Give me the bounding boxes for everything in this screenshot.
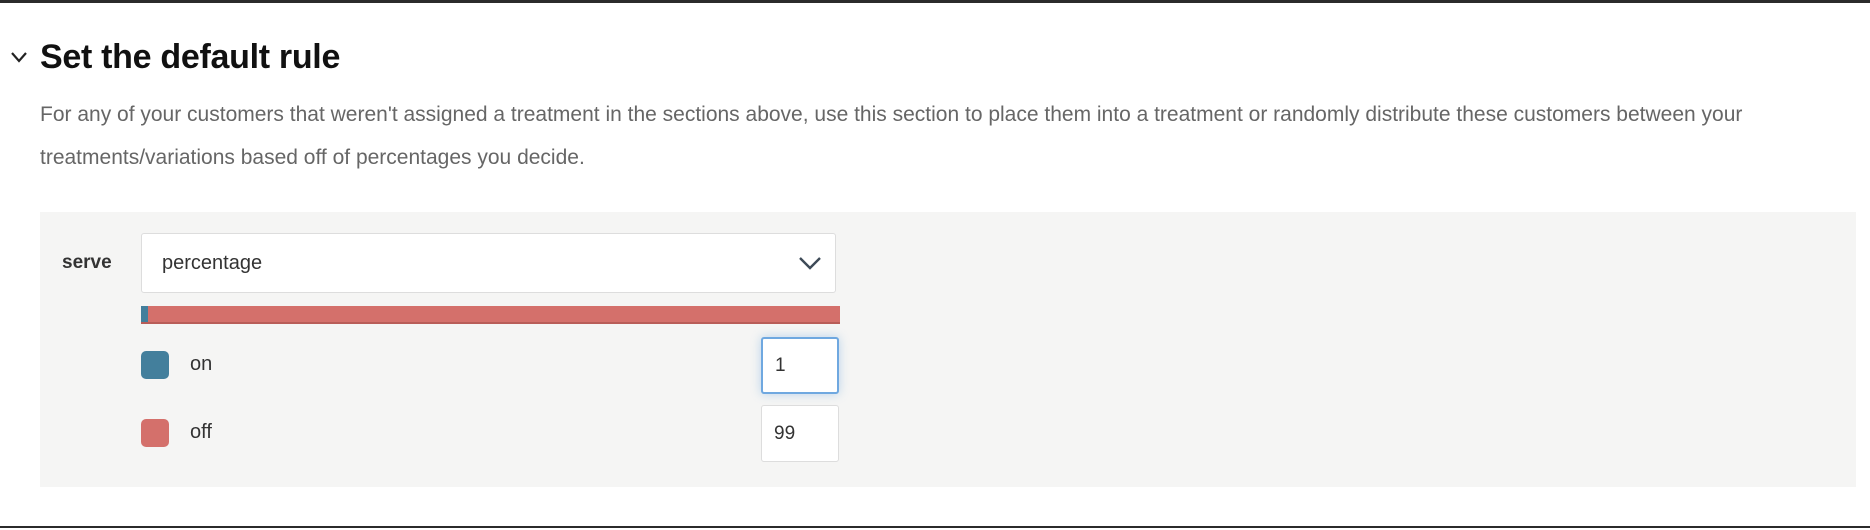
percentage-bar [141,306,840,324]
off-percent-input[interactable] [761,405,839,462]
percentage-bar-off-segment [147,306,840,322]
serve-select[interactable]: percentage [141,233,836,293]
section-description: For any of your customers that weren't a… [40,103,1743,169]
on-color-swatch [141,351,169,379]
treatment-label-off: off [190,421,212,443]
section-title: Set the default rule [40,38,341,76]
top-divider [0,0,1870,3]
chevron-down-icon [799,257,821,270]
chevron-down-icon[interactable] [8,46,30,68]
on-percent-input[interactable] [761,337,839,394]
off-color-swatch [141,419,169,447]
percentage-bar-on-segment [141,306,148,322]
serve-label: serve [62,252,112,273]
bottom-divider [0,526,1870,528]
serve-select-value: percentage [162,252,263,274]
treatment-label-on: on [190,353,213,375]
